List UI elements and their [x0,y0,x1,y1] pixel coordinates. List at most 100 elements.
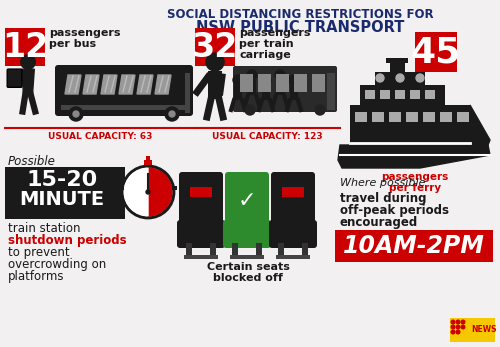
Bar [276,80,284,95]
Text: per bus: per bus [49,39,96,49]
Bar [440,112,452,122]
Bar [276,74,289,92]
Bar [360,85,445,107]
Circle shape [206,53,224,71]
Circle shape [247,70,257,80]
Polygon shape [155,75,171,94]
Text: passengers: passengers [239,28,310,38]
Bar [423,112,435,122]
Circle shape [245,105,255,115]
Text: Certain seats: Certain seats [206,262,290,272]
Bar [457,112,469,122]
Circle shape [275,70,285,80]
Polygon shape [137,75,153,94]
Bar [312,74,325,92]
Text: 10AM-2PM: 10AM-2PM [343,234,485,258]
Polygon shape [338,145,490,168]
Bar [406,112,418,122]
Text: platforms: platforms [8,270,64,283]
Bar [372,112,384,122]
FancyBboxPatch shape [179,172,223,228]
Bar [240,74,253,92]
Bar [386,58,408,63]
Circle shape [456,320,460,324]
Circle shape [456,330,460,334]
Circle shape [451,330,455,334]
Polygon shape [101,75,117,94]
Bar [208,71,222,99]
Polygon shape [65,75,81,94]
Bar [248,80,256,95]
Polygon shape [470,105,490,145]
FancyBboxPatch shape [55,65,193,116]
Bar [350,105,470,147]
Circle shape [261,75,271,85]
FancyBboxPatch shape [271,172,315,228]
Bar [186,243,192,259]
Bar [425,90,435,99]
Circle shape [456,325,460,329]
Text: passengers: passengers [49,28,120,38]
FancyBboxPatch shape [177,220,225,248]
Bar [230,255,264,259]
Text: per train: per train [239,39,294,49]
Text: overcrowding on: overcrowding on [8,258,106,271]
Circle shape [69,107,83,121]
Bar [335,230,493,262]
Bar [256,243,262,259]
Text: 45: 45 [411,35,461,69]
Circle shape [169,111,175,117]
Bar [355,112,367,122]
Text: carriage: carriage [239,50,291,60]
Bar [410,90,420,99]
Text: encouraged: encouraged [340,216,418,229]
Bar [415,32,457,72]
Bar [190,187,212,197]
Bar [262,85,270,100]
Bar [327,73,335,110]
Circle shape [416,74,424,82]
Circle shape [315,105,325,115]
Circle shape [289,75,299,85]
Bar [144,160,152,165]
Bar [210,243,216,259]
Text: to prevent: to prevent [8,246,70,259]
Bar [5,167,125,219]
Text: shutdown periods: shutdown periods [8,234,126,247]
Text: blocked off: blocked off [213,273,283,283]
Text: 12: 12 [2,31,48,64]
FancyBboxPatch shape [269,220,317,248]
Polygon shape [119,75,135,94]
Circle shape [376,74,384,82]
Bar [278,243,284,259]
Circle shape [461,320,465,324]
Circle shape [451,325,455,329]
Bar [365,90,375,99]
Circle shape [124,168,172,216]
Bar [234,85,242,100]
Bar [395,90,405,99]
Bar [146,156,150,161]
Circle shape [233,75,243,85]
Text: travel during: travel during [340,192,426,205]
Text: USUAL CAPACITY: 123: USUAL CAPACITY: 123 [212,132,322,141]
Circle shape [146,190,150,194]
Text: MINUTE: MINUTE [20,190,104,209]
FancyBboxPatch shape [223,220,271,248]
Circle shape [396,74,404,82]
FancyBboxPatch shape [7,69,22,87]
Bar [290,85,298,100]
Bar [258,74,271,92]
Bar [375,72,425,88]
Bar [302,243,308,259]
Bar [450,318,495,342]
Text: USUAL CAPACITY: 63: USUAL CAPACITY: 63 [48,132,152,141]
Text: ✓: ✓ [238,191,256,211]
Bar [380,90,390,99]
Circle shape [451,320,455,324]
Bar [185,73,190,113]
Circle shape [165,107,179,121]
Bar [390,60,405,74]
Bar [172,186,177,190]
Text: SOCIAL DISTANCING RESTRICTIONS FOR: SOCIAL DISTANCING RESTRICTIONS FOR [166,8,434,21]
